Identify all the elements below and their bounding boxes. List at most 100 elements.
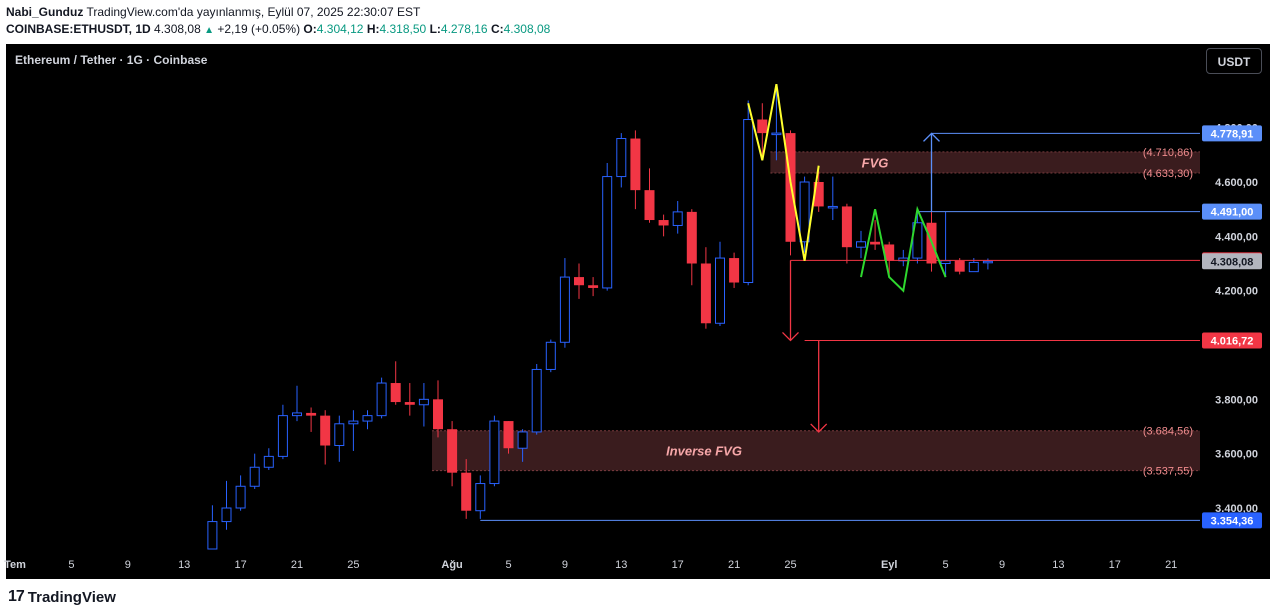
tradingview-logo[interactable]: 17 xyxy=(8,588,25,605)
candle-body xyxy=(870,241,881,245)
candle-body xyxy=(404,402,415,405)
open-value: 4.304,12 xyxy=(316,22,364,36)
publication-header: Nabi_Gunduz TradingView.com'da yayınlanm… xyxy=(0,0,1275,42)
candle-body xyxy=(348,420,359,425)
close-label: C: xyxy=(490,22,504,36)
x-axis-tick-label: 9 xyxy=(562,559,568,571)
y-axis-tick-label: 4.400,00 xyxy=(1215,231,1258,243)
x-axis-tick-label: 17 xyxy=(1109,559,1121,571)
lines-layer xyxy=(480,84,1200,521)
author-line: Nabi_Gunduz TradingView.com'da yayınlanm… xyxy=(6,5,420,19)
fvg-zone-top-value: (3.684,56) xyxy=(1143,426,1193,438)
fvg-zone-label: FVG xyxy=(862,155,889,170)
candle-body xyxy=(715,257,725,324)
open-label: O: xyxy=(303,22,317,36)
arrow-head xyxy=(782,331,799,342)
candle-body xyxy=(489,420,500,485)
candle-body xyxy=(545,341,556,370)
candle-body xyxy=(658,220,669,226)
zigzag-pattern-line xyxy=(860,205,947,293)
x-axis-tick-label: 5 xyxy=(943,559,949,571)
candle-body xyxy=(700,263,711,324)
fvg-zone-label: Inverse FVG xyxy=(666,444,742,459)
candle-body xyxy=(729,258,740,283)
candle-body xyxy=(292,412,302,417)
candle-body xyxy=(672,211,683,226)
x-axis-tick-label: Tem xyxy=(4,559,26,571)
x-axis-tick-label: 25 xyxy=(347,559,359,571)
fvg-zone-bottom-value: (3.537,55) xyxy=(1143,466,1193,478)
fvg-zone-1 xyxy=(432,430,1200,471)
candle-body xyxy=(418,398,429,406)
candle-body xyxy=(757,119,768,134)
chart-title: Ethereum / Tether · 1G · Coinbase xyxy=(15,53,208,67)
candle-body xyxy=(856,241,866,248)
price-tag xyxy=(1202,203,1262,220)
symbol-name: COINBASE:ETHUSDT, 1D xyxy=(6,22,151,36)
candle-body xyxy=(320,415,331,446)
price-tag xyxy=(1202,332,1262,349)
price-change: +2,19 (+0.05%) xyxy=(217,22,301,36)
candle-body xyxy=(249,466,260,487)
candle-body xyxy=(447,429,458,473)
y-axis-tick-label: 4.600,00 xyxy=(1215,177,1258,189)
axis-layer: 3.400,00 3.600,00 3.800,00 4.200,00 4.400,00… xyxy=(4,123,1262,571)
candle-body xyxy=(940,260,951,264)
candle-body xyxy=(686,211,697,264)
candle-body xyxy=(475,483,486,512)
candle-body xyxy=(235,485,246,509)
zigzag-pattern-line xyxy=(747,84,820,261)
candle-body xyxy=(968,261,979,273)
price-tag xyxy=(1202,512,1262,529)
low-label: L: xyxy=(429,22,441,36)
candle-body xyxy=(841,206,852,248)
candle-body xyxy=(884,244,895,261)
candle-body xyxy=(433,399,443,430)
candle-body xyxy=(954,260,965,272)
x-axis-tick-label: 13 xyxy=(615,559,627,571)
price-tag-label: 4.016,72 xyxy=(1211,335,1254,347)
candle-body xyxy=(334,423,345,447)
candles-layer xyxy=(207,84,993,550)
candle-body xyxy=(574,277,584,286)
y-axis-tick-label: 3.400,00 xyxy=(1215,503,1258,515)
x-axis-tick-label: 9 xyxy=(125,559,131,571)
candle-body xyxy=(559,276,570,343)
low-value: 4.278,16 xyxy=(440,22,488,36)
candle-body xyxy=(743,119,754,284)
candle-body xyxy=(588,285,599,288)
arrow-head xyxy=(923,132,940,142)
y-axis-tick-label: 3.800,00 xyxy=(1215,394,1258,406)
y-axis-tick-label: 4.200,00 xyxy=(1215,286,1258,298)
price-tag-label: 4.308,08 xyxy=(1211,256,1254,268)
x-axis-tick-label: 21 xyxy=(291,559,303,571)
candle-body xyxy=(982,260,993,264)
x-axis-tick-label: 25 xyxy=(784,559,796,571)
fvg-zone-0 xyxy=(770,151,1200,173)
candle-body xyxy=(207,521,218,550)
candle-body xyxy=(306,412,317,416)
y-axis-tick-label: 3.600,00 xyxy=(1215,449,1258,461)
x-axis-tick-label: 17 xyxy=(234,559,246,571)
candle-body xyxy=(517,431,528,449)
x-axis-tick-label: 13 xyxy=(1052,559,1064,571)
x-axis-tick-label: Eyl xyxy=(881,559,898,571)
price-tag-label: 3.354,36 xyxy=(1211,515,1254,527)
tradingview-brand[interactable]: TradingView xyxy=(27,588,116,606)
publish-info: TradingView.com'da yayınlanmış, Eylül 07… xyxy=(86,5,421,19)
x-axis-tick-label: 13 xyxy=(178,559,190,571)
zones-layer: FVG (4.710,86) (4.633,30) Inverse FVG (3.684… xyxy=(432,147,1200,478)
x-axis-tick-label: 21 xyxy=(728,559,740,571)
author-name[interactable]: Nabi_Gunduz xyxy=(6,5,84,19)
candle-body xyxy=(602,176,613,289)
candle-body xyxy=(531,368,542,433)
price-tag xyxy=(1202,253,1262,270)
currency-button[interactable]: USDT xyxy=(1206,48,1262,74)
candle-body xyxy=(277,415,288,457)
candle-body xyxy=(461,472,472,511)
high-value: 4.318,50 xyxy=(379,22,427,36)
candle-body xyxy=(362,415,373,422)
x-axis-tick-label: Ağu xyxy=(441,559,462,571)
last-price: 4.308,08 xyxy=(154,22,201,36)
